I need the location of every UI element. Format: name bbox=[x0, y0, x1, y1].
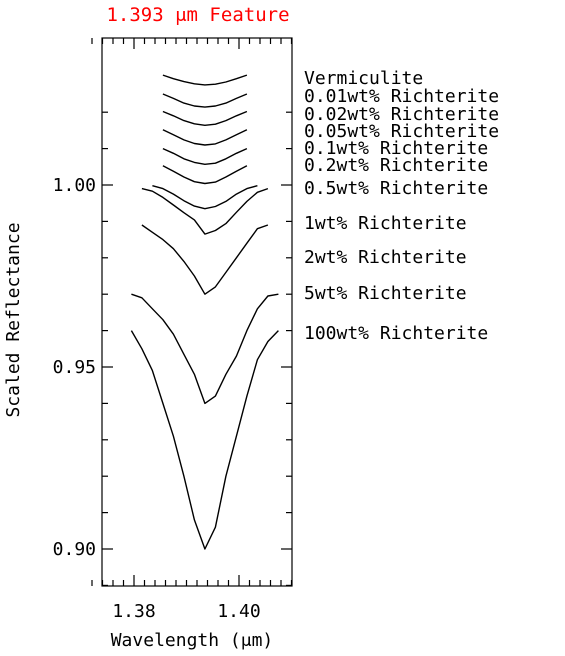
series-label: 0.01wt% Richterite bbox=[304, 86, 499, 107]
series-label: 0.05wt% Richterite bbox=[304, 121, 499, 142]
chart-title: 1.393 μm Feature bbox=[106, 4, 289, 26]
series-label: 0.02wt% Richterite bbox=[304, 104, 499, 125]
spectrum-line bbox=[152, 185, 258, 210]
series-label: 5wt% Richterite bbox=[304, 283, 467, 304]
series-label: 0.2wt% Richterite bbox=[304, 155, 488, 176]
series-label: 100wt% Richterite bbox=[304, 323, 488, 344]
series-label: 0.1wt% Richterite bbox=[304, 138, 488, 159]
spectrum-line bbox=[162, 129, 248, 146]
series-label: 1wt% Richterite bbox=[304, 213, 467, 234]
y-axis-ticks: 0.90 0.95 1.00 bbox=[53, 111, 292, 587]
y-tick-label: 0.90 bbox=[53, 539, 96, 560]
spectrum-line bbox=[162, 74, 248, 86]
x-tick-label: 1.40 bbox=[217, 601, 260, 622]
y-tick-label: 1.00 bbox=[53, 175, 96, 196]
spectrum-line bbox=[162, 165, 248, 185]
y-tick-label: 0.95 bbox=[53, 357, 96, 378]
spectra-curves bbox=[130, 74, 279, 550]
spectrum-line bbox=[162, 110, 248, 127]
spectrum-line bbox=[141, 224, 269, 295]
spectrum-line bbox=[130, 330, 279, 550]
series-label: Vermiculite bbox=[304, 68, 423, 89]
x-axis-label: Wavelength (μm) bbox=[111, 630, 274, 651]
spectrum-line bbox=[141, 187, 269, 235]
series-label: 2wt% Richterite bbox=[304, 247, 467, 268]
spectrum-line bbox=[131, 293, 279, 405]
y-axis-label: Scaled Reflectance bbox=[3, 222, 24, 417]
plot-frame bbox=[101, 37, 293, 587]
x-axis-ticks: 1.38 1.40 bbox=[91, 38, 293, 622]
series-label: 0.5wt% Richterite bbox=[304, 178, 488, 199]
spectrum-line bbox=[162, 147, 248, 166]
spectrum-line bbox=[162, 93, 248, 108]
x-tick-label: 1.38 bbox=[112, 601, 155, 622]
